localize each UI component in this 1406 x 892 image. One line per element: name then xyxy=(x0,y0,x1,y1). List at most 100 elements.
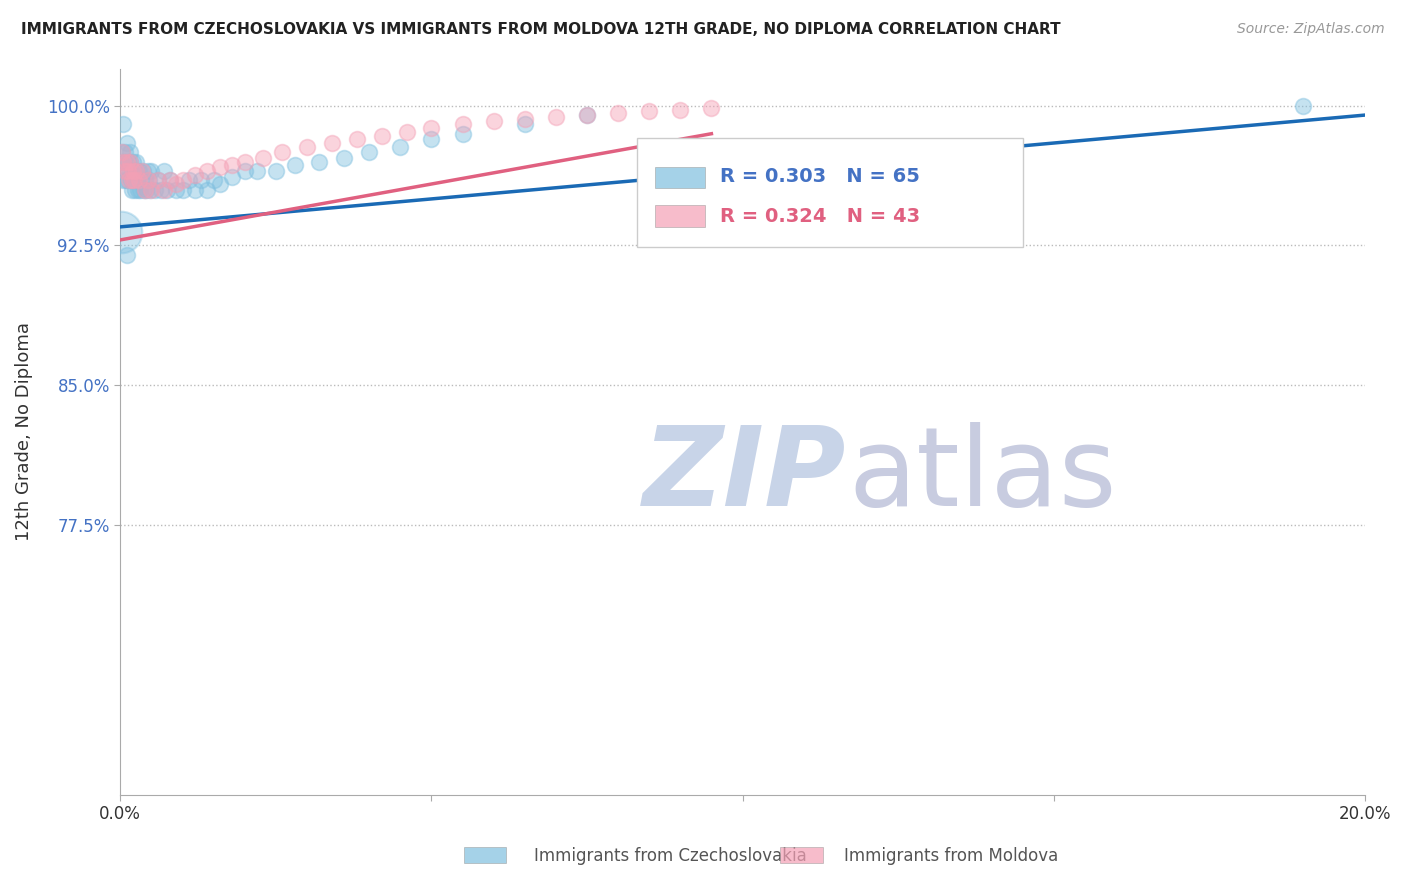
Point xyxy=(124,183,146,197)
Point xyxy=(111,154,134,169)
Text: atlas: atlas xyxy=(848,422,1116,529)
Point xyxy=(295,140,318,154)
Point xyxy=(172,183,194,197)
Point xyxy=(544,110,567,124)
Point xyxy=(136,164,159,178)
Point xyxy=(118,164,141,178)
Point xyxy=(135,183,157,197)
Point xyxy=(121,183,143,197)
Point xyxy=(221,169,243,184)
Point xyxy=(233,154,256,169)
Point xyxy=(115,154,138,169)
Text: Immigrants from Czechoslovakia: Immigrants from Czechoslovakia xyxy=(534,847,807,865)
Point xyxy=(482,113,505,128)
Point xyxy=(127,173,149,187)
Point xyxy=(370,128,392,143)
Point xyxy=(159,173,181,187)
Point xyxy=(138,173,160,187)
Point xyxy=(111,173,134,187)
Point xyxy=(208,177,231,191)
Point xyxy=(197,183,219,197)
Point xyxy=(333,151,356,165)
Point xyxy=(134,173,156,187)
Point xyxy=(132,183,155,197)
Point xyxy=(149,183,172,197)
Point xyxy=(127,183,149,197)
Text: R = 0.303   N = 65: R = 0.303 N = 65 xyxy=(720,167,920,186)
Point xyxy=(129,183,152,197)
Point xyxy=(131,164,153,178)
Point xyxy=(208,161,231,175)
Point xyxy=(451,127,474,141)
Point xyxy=(115,248,138,262)
Point xyxy=(669,103,692,117)
Point xyxy=(118,154,141,169)
Point xyxy=(114,164,136,178)
Point xyxy=(120,154,142,169)
Point xyxy=(321,136,343,150)
Point xyxy=(1291,99,1313,113)
Point xyxy=(197,164,219,178)
Point xyxy=(112,117,135,131)
Point xyxy=(575,108,598,122)
Point xyxy=(184,168,207,182)
Point xyxy=(190,173,212,187)
Point xyxy=(121,164,143,178)
Point xyxy=(112,154,135,169)
Point xyxy=(420,121,443,136)
Point xyxy=(252,151,274,165)
Point xyxy=(117,164,139,178)
Point xyxy=(125,154,148,169)
FancyBboxPatch shape xyxy=(637,137,1022,246)
Point xyxy=(121,173,143,187)
Point xyxy=(395,125,418,139)
Point xyxy=(233,164,256,178)
Point xyxy=(389,140,412,154)
Point xyxy=(118,173,141,187)
Text: Immigrants from Moldova: Immigrants from Moldova xyxy=(844,847,1057,865)
Point xyxy=(202,173,225,187)
Point xyxy=(359,145,381,160)
Point xyxy=(146,173,169,187)
Point xyxy=(165,177,187,191)
Text: Source: ZipAtlas.com: Source: ZipAtlas.com xyxy=(1237,22,1385,37)
Point xyxy=(121,164,143,178)
Point xyxy=(159,173,181,187)
Point xyxy=(120,173,142,187)
Point xyxy=(128,173,150,187)
Point xyxy=(156,183,179,197)
Point xyxy=(283,158,305,172)
Point xyxy=(117,154,139,169)
Point xyxy=(172,173,194,187)
Point xyxy=(128,164,150,178)
Point xyxy=(146,173,169,187)
Point xyxy=(141,183,163,197)
Point xyxy=(115,136,138,150)
Point xyxy=(136,173,159,187)
Point xyxy=(221,158,243,172)
Point xyxy=(607,106,630,120)
Point xyxy=(122,173,145,187)
Point xyxy=(114,145,136,160)
Point xyxy=(700,101,723,115)
Point xyxy=(122,173,145,187)
Point xyxy=(131,173,153,187)
Point xyxy=(575,108,598,122)
Point xyxy=(134,183,156,197)
Text: R = 0.324   N = 43: R = 0.324 N = 43 xyxy=(720,207,921,226)
Point xyxy=(451,117,474,131)
Point xyxy=(110,145,132,160)
Point xyxy=(117,173,139,187)
Point xyxy=(184,183,207,197)
Point xyxy=(121,154,143,169)
Point xyxy=(115,173,138,187)
Point xyxy=(125,164,148,178)
Point xyxy=(420,132,443,146)
Text: ZIP: ZIP xyxy=(643,422,846,529)
Point xyxy=(513,112,536,126)
Point xyxy=(120,145,142,160)
Point xyxy=(153,183,176,197)
Point xyxy=(143,183,166,197)
Point xyxy=(131,164,153,178)
Point xyxy=(125,164,148,178)
